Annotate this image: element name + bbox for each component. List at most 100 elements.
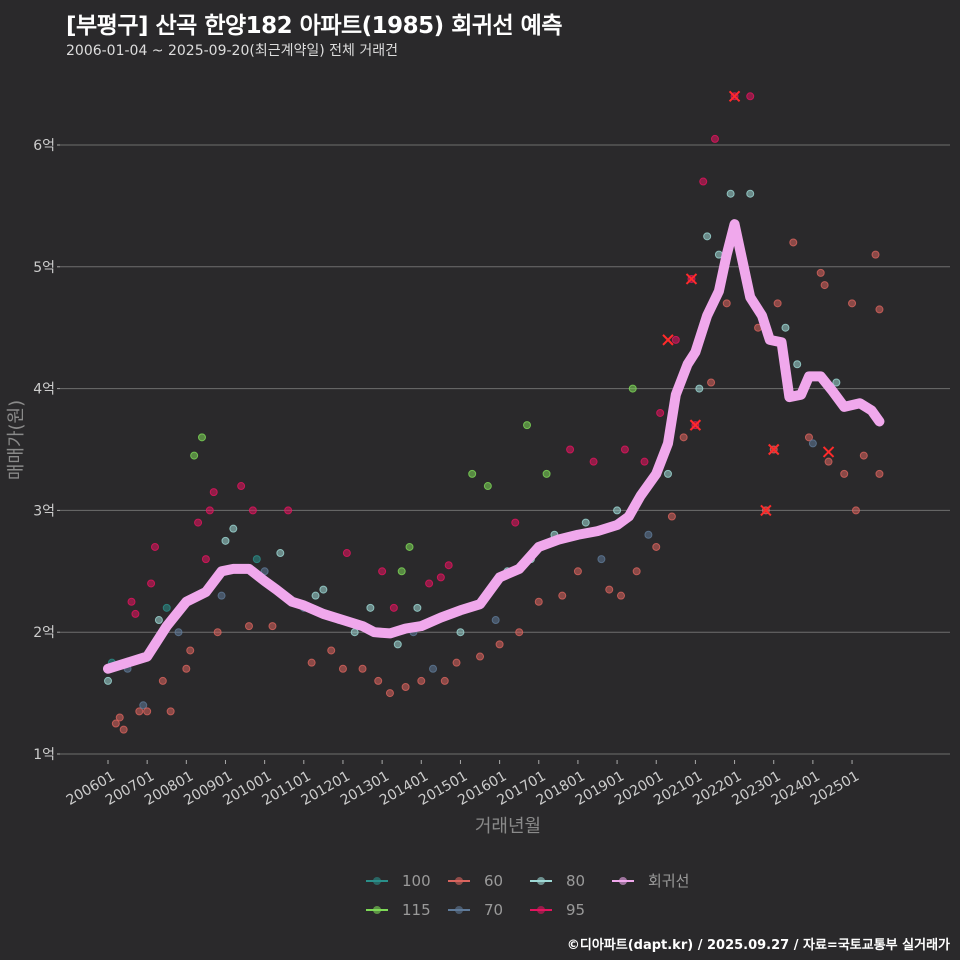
data-point-115 xyxy=(483,482,492,491)
data-point-95 xyxy=(127,597,136,606)
legend-swatch-icon xyxy=(364,905,390,915)
legend-item: 80 xyxy=(528,872,600,890)
data-point-80 xyxy=(104,676,112,685)
data-point-60 xyxy=(558,591,567,600)
data-point-115 xyxy=(542,469,551,478)
data-point-60 xyxy=(111,719,120,728)
data-point-60 xyxy=(385,689,394,698)
y-axis-label: 매매가(원) xyxy=(6,400,27,480)
data-point-95 xyxy=(671,335,680,344)
data-point-95 xyxy=(436,573,445,582)
data-point-95 xyxy=(710,134,719,143)
data-point-80 xyxy=(413,603,422,612)
data-point-95 xyxy=(209,488,218,497)
data-point-60 xyxy=(143,707,152,716)
data-point-60 xyxy=(667,512,676,521)
data-point-70 xyxy=(808,439,817,448)
data-point-80 xyxy=(456,628,465,637)
legend-item: 100 xyxy=(364,872,436,890)
data-point-115 xyxy=(628,384,637,393)
data-point-60 xyxy=(440,676,449,685)
data-point-60 xyxy=(679,433,688,442)
data-point-95 xyxy=(147,579,156,588)
data-point-60 xyxy=(166,707,175,716)
highlight-marker xyxy=(685,273,698,285)
data-point-70 xyxy=(597,555,606,564)
data-point-95 xyxy=(511,518,520,527)
data-point-70 xyxy=(217,591,226,600)
highlight-marker xyxy=(822,446,835,458)
data-point-80 xyxy=(695,384,704,393)
data-point-95 xyxy=(378,567,387,576)
data-point-95 xyxy=(194,518,203,527)
legend-label: 115 xyxy=(402,900,431,919)
data-point-95 xyxy=(237,482,246,491)
data-point-115 xyxy=(405,542,414,551)
legend-label: 95 xyxy=(566,900,586,919)
data-point-80 xyxy=(663,469,672,478)
y-tick-label: 2억 xyxy=(33,625,55,641)
data-point-95 xyxy=(205,506,214,515)
legend-label: 100 xyxy=(402,871,431,890)
y-tick-label: 4억 xyxy=(33,382,55,398)
legend-item: 115 xyxy=(364,901,436,919)
data-point-60 xyxy=(495,640,504,649)
data-point-60 xyxy=(875,469,884,478)
data-point-95 xyxy=(425,579,434,588)
data-point-60 xyxy=(773,299,782,308)
data-point-60 xyxy=(789,238,798,247)
regression-line xyxy=(103,219,885,674)
data-point-60 xyxy=(268,622,277,631)
data-point-80 xyxy=(221,536,230,545)
data-point-80 xyxy=(781,323,790,332)
data-point-115 xyxy=(468,469,477,478)
legend-swatch-icon xyxy=(446,876,472,886)
legend-item: 회귀선 xyxy=(610,870,700,891)
data-point-60 xyxy=(851,506,860,515)
data-point-100 xyxy=(162,603,171,612)
data-point-60 xyxy=(401,683,410,692)
data-point-60 xyxy=(534,597,543,606)
legend-label: 70 xyxy=(484,900,504,919)
data-point-80 xyxy=(366,603,375,612)
legend-item: 95 xyxy=(528,901,600,919)
highlight-marker xyxy=(760,504,772,517)
data-point-70 xyxy=(174,628,183,637)
data-point-80 xyxy=(350,628,359,637)
legend-swatch-icon xyxy=(364,876,390,886)
data-point-60 xyxy=(244,622,253,631)
legend-label: 회귀선 xyxy=(648,872,690,890)
data-point-60 xyxy=(327,646,336,655)
data-point-80 xyxy=(613,506,622,515)
data-point-80 xyxy=(229,524,238,533)
highlight-marker xyxy=(662,334,674,346)
legend-swatch-icon xyxy=(446,905,472,915)
data-point-95 xyxy=(248,506,257,515)
data-point-60 xyxy=(616,591,625,600)
data-point-60 xyxy=(875,305,884,314)
data-point-60 xyxy=(119,725,128,734)
data-point-60 xyxy=(804,433,813,442)
data-point-60 xyxy=(632,567,641,576)
data-point-60 xyxy=(358,664,367,673)
y-tick-label: 5억 xyxy=(33,260,55,276)
data-point-60 xyxy=(338,664,347,673)
data-point-60 xyxy=(859,451,868,460)
data-point-60 xyxy=(605,585,614,594)
x-axis-label: 거래년월 xyxy=(475,816,541,837)
data-point-60 xyxy=(182,664,191,673)
data-point-95 xyxy=(342,549,351,558)
data-point-60 xyxy=(820,281,829,290)
data-point-60 xyxy=(573,567,582,576)
y-tick-label: 6억 xyxy=(33,138,55,154)
data-point-95 xyxy=(566,445,575,454)
legend-swatch-icon xyxy=(528,876,554,886)
legend-swatch-icon xyxy=(610,876,636,886)
data-point-60 xyxy=(186,646,195,655)
highlight-marker xyxy=(689,419,702,431)
data-point-60 xyxy=(722,299,731,308)
y-tick-label: 1억 xyxy=(33,747,55,763)
y-tick-label: 3억 xyxy=(33,503,55,519)
data-point-95 xyxy=(389,603,398,612)
data-point-60 xyxy=(824,457,833,466)
